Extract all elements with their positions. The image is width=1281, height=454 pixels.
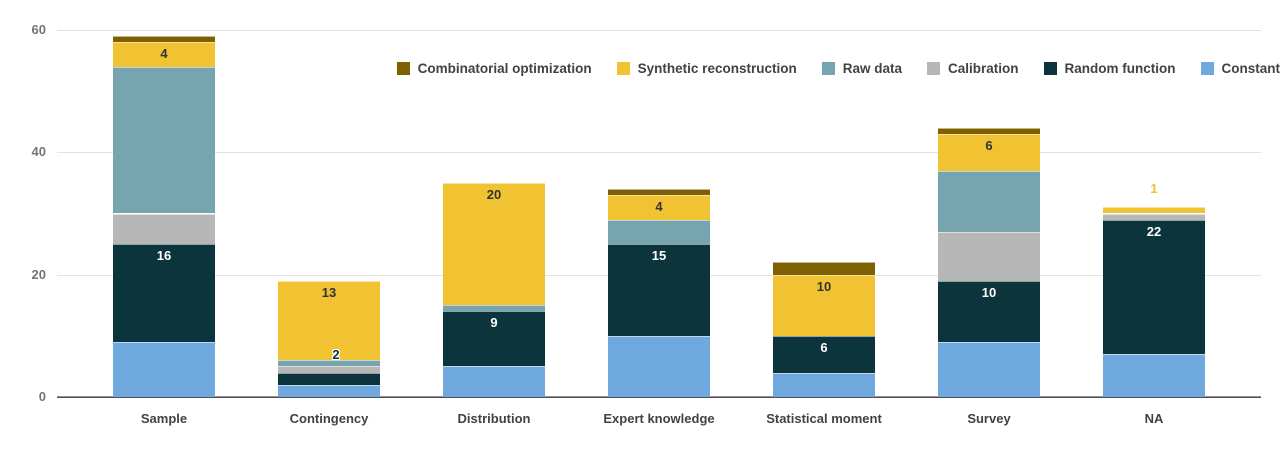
bar-segment[interactable] [938,127,1040,134]
bar-segment[interactable] [938,341,1040,397]
x-axis-baseline [57,396,1261,398]
legend-swatch-icon [821,62,835,75]
legend-item[interactable]: Random function [1043,61,1176,76]
x-category-label: NA [1144,411,1164,426]
legend-swatch-icon [616,62,630,75]
y-tick-label: 20 [31,266,46,282]
bar-segment[interactable] [938,280,1040,342]
x-category-label: Survey [967,411,1011,426]
bar-segment[interactable] [1103,207,1205,214]
legend-swatch-icon [1200,62,1214,75]
y-tick-label: 0 [38,389,46,404]
bar-annotation: 1 [1150,181,1158,197]
bar-segment[interactable] [278,280,380,361]
legend-label: Calibration [947,61,1019,76]
bar-segment[interactable] [278,384,380,397]
x-category-label: Sample [140,411,188,426]
gridline [57,30,1261,31]
bar-segment[interactable] [773,372,875,397]
bar-segment[interactable] [1103,213,1205,220]
bar-segment[interactable] [278,372,380,385]
bar-segment[interactable] [113,36,215,43]
bar-segment[interactable] [113,213,215,245]
legend-item[interactable]: Raw data [821,61,902,76]
legend-swatch-icon [396,62,410,75]
bar-segment[interactable] [113,66,215,214]
bar-segment[interactable] [938,170,1040,232]
bar-segment[interactable] [773,274,875,336]
bar-segment[interactable] [443,311,545,367]
bar-segment[interactable] [608,244,710,336]
bar-segment[interactable] [278,366,380,373]
bar-segment[interactable] [938,133,1040,171]
bar-segment[interactable] [608,189,710,196]
bar-segment[interactable] [608,219,710,245]
legend-item[interactable]: Constant [1200,61,1281,76]
legend-item[interactable]: Calibration [926,61,1019,76]
bar-segment[interactable] [278,360,380,367]
x-category-label: Statistical moment [766,411,882,426]
bar-segment[interactable] [113,42,215,67]
x-category-label: Distribution [457,411,531,426]
bar-segment[interactable] [608,195,710,220]
bar-segment[interactable] [773,335,875,373]
bar-segment[interactable] [938,231,1040,281]
legend-item[interactable]: Combinatorial optimization [396,61,592,76]
bar-segment[interactable] [443,305,545,312]
bar-segment[interactable] [1103,354,1205,397]
gridline [57,152,1261,154]
x-category-label: Contingency [289,411,369,426]
bar-segment[interactable] [1103,219,1205,355]
y-tick-label: 40 [31,144,46,160]
x-category-label: Expert knowledge [603,411,715,426]
bar-segment[interactable] [443,366,545,397]
legend: Combinatorial optimization Synthetic reco… [396,61,1281,76]
legend-label: Random function [1064,61,1176,76]
legend-item[interactable]: Synthetic reconstruction [616,61,797,76]
legend-label: Raw data [842,61,902,76]
legend-label: Combinatorial optimization [417,61,592,76]
legend-label: Synthetic reconstruction [637,61,797,76]
legend-swatch-icon [926,62,940,75]
bar-segment[interactable] [773,262,875,275]
bar-segment[interactable] [113,341,215,397]
bar-segment[interactable] [608,335,710,397]
legend-label: Constant [1221,61,1281,76]
bar-segment[interactable] [443,182,545,306]
legend-swatch-icon [1043,62,1057,75]
bar-segment[interactable] [113,244,215,342]
y-tick-label: 60 [31,22,46,37]
